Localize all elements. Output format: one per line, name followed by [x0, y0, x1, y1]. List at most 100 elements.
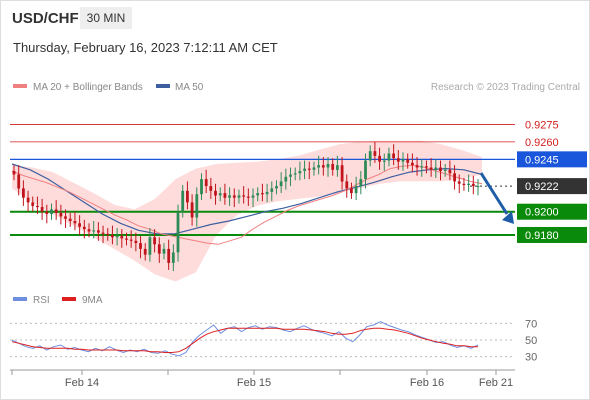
- candle: [153, 229, 156, 253]
- candle: [228, 187, 231, 206]
- candle: [317, 155, 320, 175]
- candle: [92, 221, 96, 239]
- credit-label: Research © 2023 Trading Central: [431, 82, 580, 93]
- candle: [429, 158, 433, 177]
- candle: [82, 219, 86, 239]
- x-tick-label-2: Feb 16: [410, 377, 444, 389]
- candle: [209, 177, 213, 199]
- candle: [415, 157, 419, 176]
- candle: [214, 183, 217, 205]
- candle: [457, 174, 461, 194]
- rsi-tick-2: 30: [525, 352, 537, 364]
- candle: [453, 165, 456, 190]
- candle: [303, 160, 306, 180]
- candle: [31, 196, 35, 212]
- x-tick-label-0: Feb 14: [65, 377, 99, 389]
- level-label-3: 0.9222: [525, 181, 559, 193]
- candle: [223, 183, 227, 205]
- candle: [425, 160, 428, 174]
- candle: [401, 152, 405, 171]
- level-label-4: 0.9200: [525, 207, 559, 219]
- candle: [176, 204, 180, 262]
- candle: [368, 145, 372, 167]
- candle: [345, 174, 349, 198]
- candle: [420, 159, 424, 177]
- ma20-legend-label: MA 20 + Bollinger Bands: [33, 82, 143, 93]
- candle: [270, 181, 274, 202]
- candle: [73, 211, 77, 231]
- candle: [195, 187, 199, 227]
- rsi-line: [11, 321, 479, 357]
- candle: [275, 180, 278, 195]
- candle: [434, 159, 438, 178]
- candle: [364, 153, 367, 189]
- candle: [143, 243, 147, 261]
- timeframe-badge[interactable]: 30 MIN: [80, 7, 132, 29]
- candle: [232, 188, 236, 208]
- level-labels: 0.9275 0.9260 0.9245 0.9222 0.9200 0.9180: [517, 119, 587, 243]
- candle: [246, 188, 250, 206]
- rsi-legend-swatch: [13, 297, 27, 301]
- candle: [22, 180, 25, 206]
- candle: [256, 187, 260, 202]
- candle: [406, 153, 410, 169]
- candle: [293, 167, 297, 181]
- level-badge-4: [517, 203, 587, 220]
- level-badge-2: [517, 151, 587, 168]
- candle: [289, 167, 292, 187]
- candle: [251, 188, 255, 208]
- candle: [340, 157, 344, 190]
- forecast-arrow: [479, 172, 514, 224]
- candle: [101, 225, 105, 244]
- candles: [12, 141, 480, 272]
- candle: [190, 194, 194, 226]
- candle: [111, 225, 114, 245]
- candle: [87, 223, 91, 238]
- candle: [284, 168, 288, 190]
- level-badge-3: [517, 178, 587, 195]
- datetime-label: Thursday, February 16, 2023 7:12:11 AM C…: [13, 40, 278, 55]
- level-label-1: 0.9260: [525, 137, 559, 149]
- level-label-5: 0.9180: [525, 230, 559, 242]
- candle: [134, 232, 138, 252]
- candle: [26, 190, 30, 212]
- candle: [396, 150, 400, 170]
- candle: [120, 229, 124, 248]
- candle: [162, 243, 166, 260]
- candle: [148, 227, 152, 262]
- candle: [467, 174, 470, 192]
- candle: [443, 163, 447, 177]
- x-axis-ticks: Feb 14 Feb 15 Feb 16 Feb 21: [11, 370, 513, 389]
- candle: [218, 187, 222, 202]
- candle: [476, 179, 480, 196]
- ma20-legend-swatch: [13, 84, 27, 88]
- candle: [40, 198, 44, 220]
- candle: [261, 183, 264, 202]
- candle: [411, 153, 414, 173]
- candle: [265, 183, 269, 203]
- price-plot: 0.9275 0.9260 0.9245 0.9222 0.9200 0.9180: [10, 119, 587, 282]
- candle: [471, 175, 475, 195]
- candle: [45, 204, 49, 224]
- candle: [68, 212, 72, 227]
- rsi-tick-0: 70: [525, 318, 537, 330]
- candle: [331, 158, 335, 176]
- candle: [354, 176, 358, 201]
- candle: [350, 182, 353, 199]
- x-tick-label-3: Feb 21: [479, 377, 513, 389]
- candle: [387, 147, 391, 167]
- candle: [171, 244, 175, 272]
- level-label-0: 0.9275: [525, 119, 559, 131]
- candle: [97, 222, 100, 241]
- header-pair: USD/CHF: [12, 10, 79, 27]
- candle: [167, 239, 171, 270]
- candle: [50, 203, 53, 220]
- ma50-legend-swatch: [156, 84, 170, 88]
- candle: [326, 157, 330, 177]
- candle: [382, 153, 386, 171]
- ma9-legend-label: 9MA: [82, 295, 103, 306]
- candle: [321, 157, 325, 176]
- candle: [139, 236, 142, 259]
- rsi-tick-1: 50: [525, 335, 537, 347]
- candle: [36, 196, 39, 215]
